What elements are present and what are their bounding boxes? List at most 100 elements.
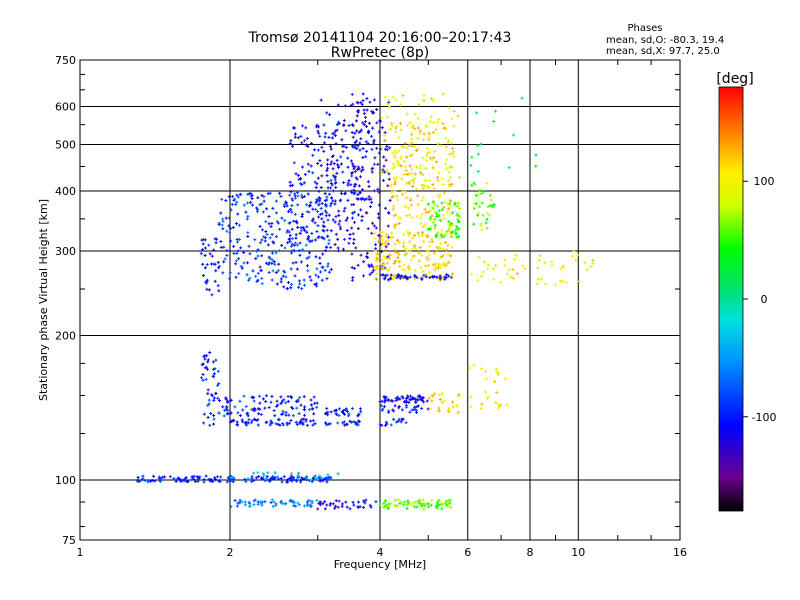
data-point <box>207 402 211 406</box>
data-point <box>331 502 335 506</box>
data-point <box>257 412 261 416</box>
data-point <box>304 243 308 247</box>
data-point <box>450 234 454 238</box>
data-point <box>206 392 210 396</box>
data-point <box>300 215 304 219</box>
data-point <box>352 503 356 507</box>
data-point <box>400 417 404 421</box>
data-point <box>259 476 263 480</box>
data-point <box>341 247 345 251</box>
data-point <box>252 396 256 400</box>
colorbar-tick-label: -100 <box>752 411 777 424</box>
data-point <box>340 192 344 196</box>
data-point <box>391 162 395 166</box>
data-point <box>432 156 436 160</box>
data-point <box>310 407 314 411</box>
data-point <box>350 226 354 230</box>
data-point <box>404 252 408 256</box>
data-point <box>247 244 251 248</box>
data-point <box>428 244 432 248</box>
data-point <box>417 234 421 238</box>
y-tick-label: 750 <box>55 54 76 67</box>
data-point <box>248 252 252 256</box>
data-point <box>445 230 449 234</box>
data-point <box>435 160 439 164</box>
data-point <box>359 410 363 414</box>
data-point <box>232 244 236 248</box>
data-point <box>307 169 311 173</box>
data-point <box>227 216 231 220</box>
data-point <box>550 263 554 267</box>
data-point <box>403 400 407 404</box>
data-point <box>350 92 354 96</box>
data-point <box>385 115 389 119</box>
data-point <box>353 266 357 270</box>
data-point <box>440 503 444 507</box>
data-point <box>415 214 419 218</box>
data-point <box>294 233 298 237</box>
data-point <box>331 155 335 159</box>
data-point <box>290 242 294 246</box>
data-point <box>291 237 295 241</box>
data-point <box>291 407 295 411</box>
data-point <box>269 501 273 505</box>
data-point <box>428 119 432 123</box>
data-point <box>443 200 447 204</box>
data-point <box>559 267 563 271</box>
data-point <box>374 259 378 263</box>
data-point <box>228 231 232 235</box>
data-point <box>242 261 246 265</box>
data-point <box>558 279 562 283</box>
data-point <box>512 257 516 261</box>
data-point <box>421 225 425 229</box>
data-point <box>430 214 434 218</box>
data-point <box>480 222 484 226</box>
data-point <box>291 414 295 418</box>
data-point <box>430 237 434 241</box>
data-point <box>317 189 321 193</box>
data-point <box>570 254 574 258</box>
data-point <box>447 106 451 110</box>
data-point <box>534 153 538 157</box>
data-point <box>334 499 338 503</box>
data-point <box>448 222 452 226</box>
data-point <box>337 407 341 411</box>
data-point <box>499 280 503 284</box>
data-point <box>273 471 277 475</box>
data-point <box>292 501 296 505</box>
data-point <box>431 167 435 171</box>
data-point <box>306 144 310 148</box>
data-point <box>381 267 385 271</box>
data-point <box>364 498 368 502</box>
data-point <box>310 501 314 505</box>
data-point <box>325 111 329 115</box>
data-point <box>396 259 400 263</box>
data-point <box>201 274 205 278</box>
data-point <box>216 479 220 483</box>
data-point <box>356 414 360 418</box>
data-point <box>410 141 414 145</box>
data-point <box>314 273 318 277</box>
data-point <box>356 167 360 171</box>
data-point <box>211 360 215 364</box>
data-point <box>386 399 390 403</box>
data-point <box>334 215 338 219</box>
data-point <box>299 226 303 230</box>
data-point <box>294 236 298 240</box>
data-point <box>429 503 433 507</box>
data-point <box>394 130 398 134</box>
data-point <box>409 154 413 158</box>
data-point <box>422 93 426 97</box>
data-point <box>378 400 382 404</box>
data-point <box>339 162 343 166</box>
data-point <box>200 248 204 252</box>
data-point <box>445 158 449 162</box>
data-point <box>380 242 384 246</box>
data-point <box>421 173 425 177</box>
data-point <box>208 423 212 427</box>
data-point <box>325 476 329 480</box>
data-point <box>245 412 249 416</box>
data-point <box>550 260 554 264</box>
data-point <box>316 148 320 152</box>
data-point <box>447 165 451 169</box>
